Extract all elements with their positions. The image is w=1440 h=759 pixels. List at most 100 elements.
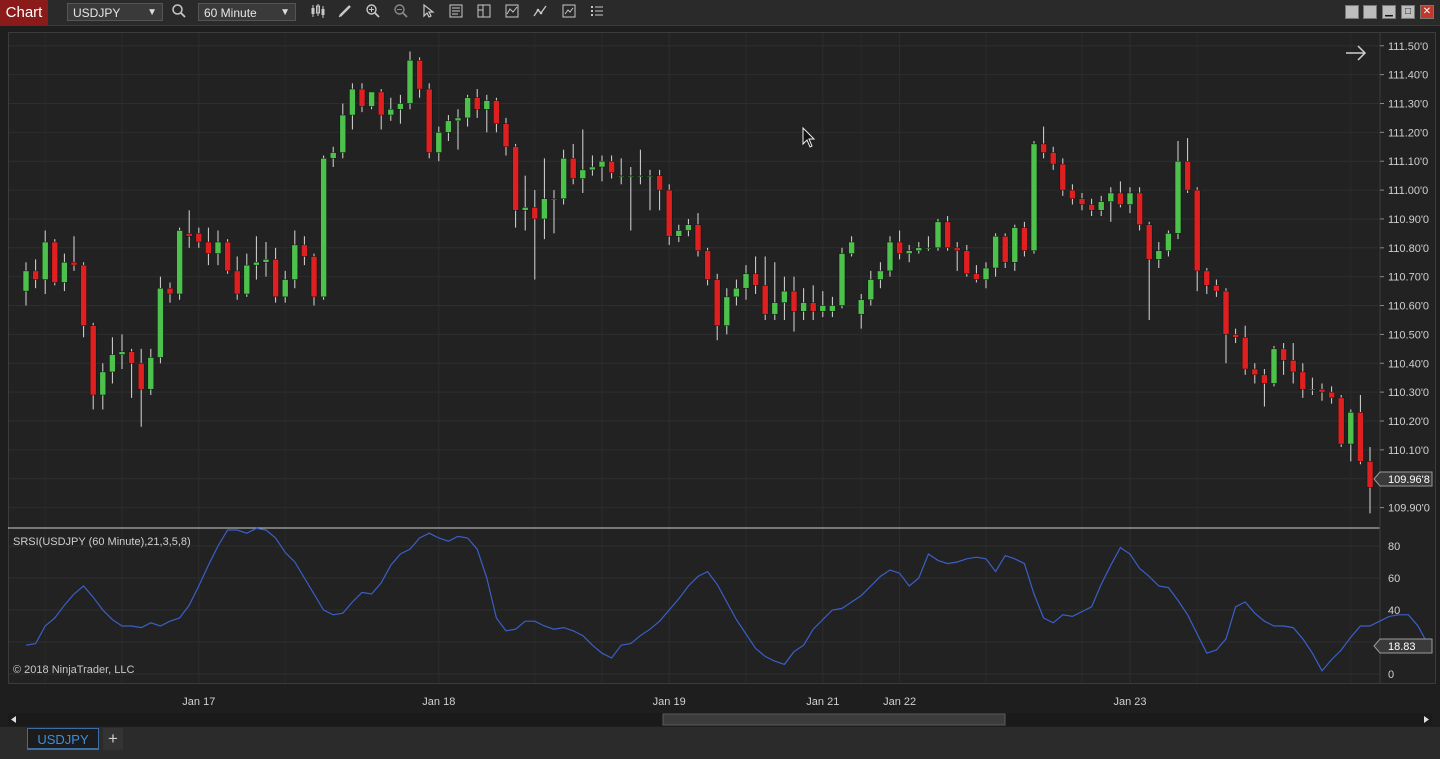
tab-bar — [0, 727, 1440, 759]
close-icon[interactable]: ✕ — [1420, 5, 1434, 19]
candle-down — [1213, 285, 1220, 292]
tile-right-icon[interactable] — [1363, 5, 1377, 19]
candle-down — [377, 91, 385, 116]
candle-up — [877, 270, 884, 280]
indicator-axis[interactable]: 806040200 — [1388, 541, 1400, 681]
candle-down — [195, 233, 203, 243]
bar-chart-icon[interactable] — [308, 3, 328, 22]
candle-up — [579, 169, 587, 179]
mouse-cursor-icon — [802, 126, 816, 148]
candle-up — [1030, 143, 1038, 251]
candle-up — [771, 302, 779, 315]
time-axis-label: Jan 21 — [806, 696, 839, 708]
pointer-icon[interactable] — [418, 3, 438, 22]
chart-style-icon[interactable] — [474, 3, 494, 22]
strategies-icon[interactable] — [530, 3, 550, 22]
minimize-icon[interactable]: ▁ — [1382, 5, 1396, 19]
candle-up — [435, 132, 443, 153]
indicator-axis-label: 0 — [1388, 669, 1394, 681]
scroll-right-arrow-icon[interactable] — [1346, 45, 1367, 61]
candle-up — [627, 175, 635, 177]
maximize-icon[interactable]: □ — [1401, 5, 1415, 19]
tile-left-icon[interactable] — [1345, 5, 1359, 19]
candle-up — [147, 357, 155, 390]
candle-up — [1155, 250, 1163, 260]
candle-up — [157, 287, 164, 358]
chart-panel[interactable] — [8, 32, 1436, 684]
candle-up — [982, 267, 990, 280]
candle-down — [51, 241, 59, 283]
interval-selector[interactable]: 60 Minute ▼ — [198, 3, 296, 21]
candle-down — [953, 247, 961, 251]
candle-up — [1270, 348, 1278, 384]
indicators-icon[interactable] — [502, 3, 522, 22]
time-axis-label: Jan 22 — [883, 696, 916, 708]
candle-down — [137, 363, 145, 390]
candle-up — [291, 244, 299, 280]
candle-down — [1078, 198, 1086, 205]
price-axis-label: 110.30'0 — [1388, 387, 1429, 399]
candle-up — [1107, 192, 1115, 202]
current-indicator-marker: 18.83 — [1373, 638, 1433, 654]
candle-down — [1261, 374, 1268, 384]
data-box-icon[interactable] — [446, 3, 466, 22]
candle-down — [1193, 189, 1201, 272]
candle-up — [838, 253, 846, 306]
candle-up — [118, 351, 126, 355]
candle-down — [493, 100, 500, 124]
price-axis-label: 110.60'0 — [1388, 301, 1429, 313]
candle-up — [1011, 227, 1019, 263]
candle-down — [224, 241, 231, 272]
candle-up — [61, 261, 68, 283]
candle-up — [262, 259, 270, 263]
zoom-in-icon[interactable] — [363, 3, 383, 22]
properties-icon[interactable] — [587, 3, 607, 22]
candle-down — [1280, 348, 1287, 361]
candle-up — [723, 296, 731, 326]
candle-down — [32, 270, 39, 280]
candle-up — [742, 273, 750, 289]
candle-up — [109, 354, 116, 373]
horizontal-scrollbar[interactable] — [8, 713, 1432, 726]
candle-down — [1337, 397, 1345, 445]
candle-down — [1184, 160, 1191, 191]
indicator-axis-label: 80 — [1388, 541, 1400, 553]
scroll-left-icon[interactable] — [11, 716, 16, 723]
time-axis[interactable]: Jan 17 Jan 18 Jan 19 Jan 21 Jan 22 Jan 23 — [182, 696, 1146, 708]
instrument-selector[interactable]: USDJPY ▼ — [67, 3, 163, 21]
candle-up — [905, 250, 913, 254]
candle-up — [781, 290, 788, 303]
candle-down — [1299, 371, 1307, 390]
indicator-axis-label: 40 — [1388, 605, 1400, 617]
candle-up — [406, 59, 414, 104]
candle-up — [1174, 160, 1182, 234]
add-tab-button[interactable]: + — [103, 728, 123, 750]
scrollbar-thumb[interactable] — [662, 713, 1006, 726]
candle-down — [70, 261, 78, 266]
candle-up — [243, 264, 251, 295]
chevron-down-icon[interactable]: ▼ — [280, 7, 290, 18]
candle-down — [1232, 334, 1239, 338]
candle-up — [541, 198, 548, 220]
candle-down — [205, 241, 212, 254]
candle-down — [1289, 360, 1297, 373]
pencil-icon[interactable] — [335, 3, 355, 22]
candle-down — [1136, 192, 1143, 225]
scroll-right-icon[interactable] — [1424, 716, 1429, 723]
candle-down — [656, 175, 663, 191]
search-icon[interactable] — [169, 3, 189, 22]
candle-down — [809, 302, 817, 312]
candle-up — [22, 270, 30, 292]
candle-up — [829, 305, 836, 312]
candle-up — [733, 287, 740, 298]
chart-trader-icon[interactable] — [559, 3, 579, 22]
tab-usdjpy[interactable]: USDJPY — [27, 728, 99, 750]
zoom-out-icon[interactable] — [391, 3, 411, 22]
chevron-down-icon[interactable]: ▼ — [147, 7, 157, 18]
price-axis[interactable]: 111.50'0 111.40'0 111.30'0 111.20'0 111.10'0… — [1380, 41, 1430, 515]
candle-down — [1222, 290, 1230, 335]
price-axis-label: 109.90'0 — [1388, 503, 1430, 515]
price-axis-label: 110.10'0 — [1388, 445, 1429, 457]
time-axis-label: Jan 17 — [182, 696, 215, 708]
